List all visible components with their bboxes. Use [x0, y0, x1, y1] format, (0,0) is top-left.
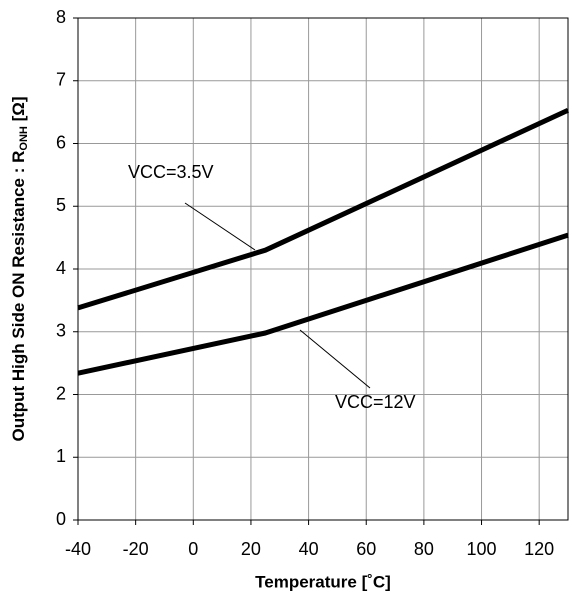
series-label: VCC=12V	[335, 392, 416, 412]
y-axis-title: Output High Side ON Resistance : RONH [Ω…	[9, 96, 29, 441]
y-tick-label: 7	[56, 70, 66, 90]
x-tick-label: 20	[241, 539, 261, 559]
y-axis-title-main: Output High Side ON Resistance : R	[9, 151, 28, 442]
series-label: VCC=3.5V	[128, 162, 214, 182]
x-tick-label: 60	[356, 539, 376, 559]
leader-line	[299, 329, 371, 389]
series-line	[77, 107, 570, 311]
x-axis-title: Temperature [˚C]	[255, 572, 391, 591]
x-tick-label: 120	[524, 539, 554, 559]
y-axis-title-suffix: [Ω]	[9, 96, 28, 126]
series-line	[77, 232, 569, 376]
x-tick-label: 80	[414, 539, 434, 559]
x-tick-label: 100	[467, 539, 497, 559]
plot-frame	[77, 17, 569, 521]
y-tick-label: 8	[56, 7, 66, 27]
y-tick-label: 5	[56, 195, 66, 215]
y-tick-label: 0	[56, 509, 66, 529]
x-tick-label: -20	[123, 539, 149, 559]
y-tick-label: 1	[56, 446, 66, 466]
x-tick-label: 0	[188, 539, 198, 559]
x-tick-label: -40	[65, 539, 91, 559]
y-tick-label: 2	[56, 383, 66, 403]
y-tick-label: 4	[56, 258, 66, 278]
leader-line	[184, 202, 256, 251]
y-axis-title-subscript: ONH	[18, 126, 30, 151]
x-tick-label: 40	[299, 539, 319, 559]
y-tick-label: 3	[56, 321, 66, 341]
y-tick-label: 6	[56, 132, 66, 152]
